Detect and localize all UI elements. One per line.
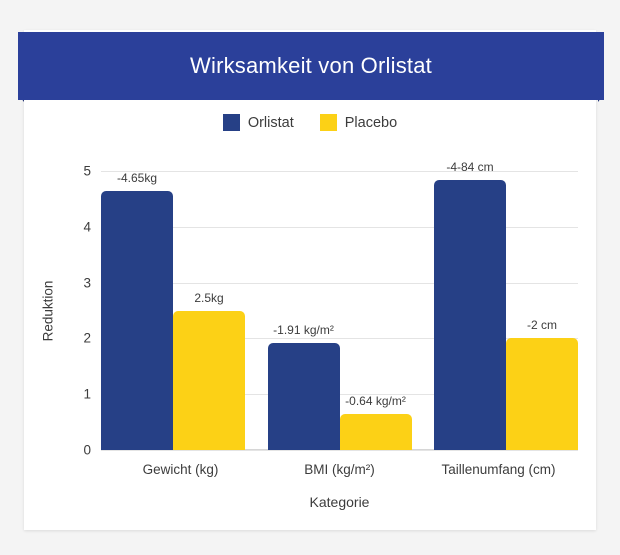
bar-orlistat-1[interactable] <box>267 343 340 450</box>
x-axis-category-label: Taillenumfang (cm) <box>441 462 556 477</box>
bar-value-label: -1.91 kg/m² <box>273 323 334 338</box>
x-axis-title: Kategorie <box>309 494 370 510</box>
bar-placebo-1[interactable] <box>339 414 412 450</box>
chart-legend: Orlistat Placebo <box>24 114 596 131</box>
bar-placebo-0[interactable] <box>173 310 245 450</box>
bar-value-label: -2 cm <box>527 318 557 333</box>
title-ribbon: Wirksamkeit von Orlistat <box>18 32 604 108</box>
bar-group: -4.65kg 2.5kg <box>101 171 245 450</box>
y-axis-tick-label: 4 <box>83 219 91 235</box>
page-title: Wirksamkeit von Orlistat <box>190 52 432 78</box>
legend-swatch-icon <box>222 114 240 131</box>
gridline <box>101 338 578 340</box>
bar-orlistat-2[interactable] <box>434 179 506 450</box>
bar-placebo-2[interactable] <box>506 338 578 450</box>
bar-value-label: 2.5kg <box>194 290 224 305</box>
bar-value-label: -4.65kg <box>116 170 158 185</box>
bar-group: -1.91 kg/m² -0.64 kg/m² <box>267 171 412 450</box>
gridline <box>101 171 578 172</box>
bar-slot: -4.65kg <box>101 171 173 450</box>
x-axis-category-label: BMI (kg/m²) <box>304 462 375 477</box>
bar-slot: -0.64 kg/m² <box>339 171 412 450</box>
y-axis-tick-label: 2 <box>83 330 91 346</box>
x-axis-category-label: Gewicht (kg) <box>142 462 219 477</box>
y-axis-tick-label: 0 <box>83 442 91 458</box>
bar-groups: -4.65kg 2.5kg -1.91 kg/m² -0.64 kg/m² -4-84 … <box>101 160 578 450</box>
bar-value-label: -0.64 kg/m² <box>345 394 406 409</box>
y-axis-tick-label: 1 <box>83 386 91 402</box>
bar-slot: -4-84 cm <box>434 160 506 450</box>
title-banner: Wirksamkeit von Orlistat <box>18 32 604 100</box>
bar-slot: -2 cm <box>506 171 578 450</box>
legend-item-orlistat[interactable]: Orlistat <box>222 114 294 131</box>
legend-swatch-icon <box>319 114 337 131</box>
y-axis-tick-label: 3 <box>83 275 91 291</box>
plot-area: -4.65kg 2.5kg -1.91 kg/m² -0.64 kg/m² -4-84 … <box>101 160 578 451</box>
bar-slot: 2.5kg <box>173 171 245 450</box>
gridline <box>101 450 578 451</box>
gridline <box>101 394 578 396</box>
bar-group: -4-84 cm -2 cm <box>434 160 578 450</box>
bar-orlistat-0[interactable] <box>101 190 173 450</box>
y-axis-tick-label: 5 <box>83 163 91 179</box>
gridline <box>101 226 578 228</box>
legend-label-orlistat: Orlistat <box>247 114 294 131</box>
bar-value-label: -4-84 cm <box>446 159 494 174</box>
gridline <box>101 282 578 284</box>
x-axis-category-labels: Gewicht (kg) BMI (kg/m²) Taillenumfang (cm… <box>101 462 578 477</box>
bar-slot: -1.91 kg/m² <box>267 171 340 450</box>
legend-label-placebo: Placebo <box>344 114 398 131</box>
legend-item-placebo[interactable]: Placebo <box>319 114 398 131</box>
